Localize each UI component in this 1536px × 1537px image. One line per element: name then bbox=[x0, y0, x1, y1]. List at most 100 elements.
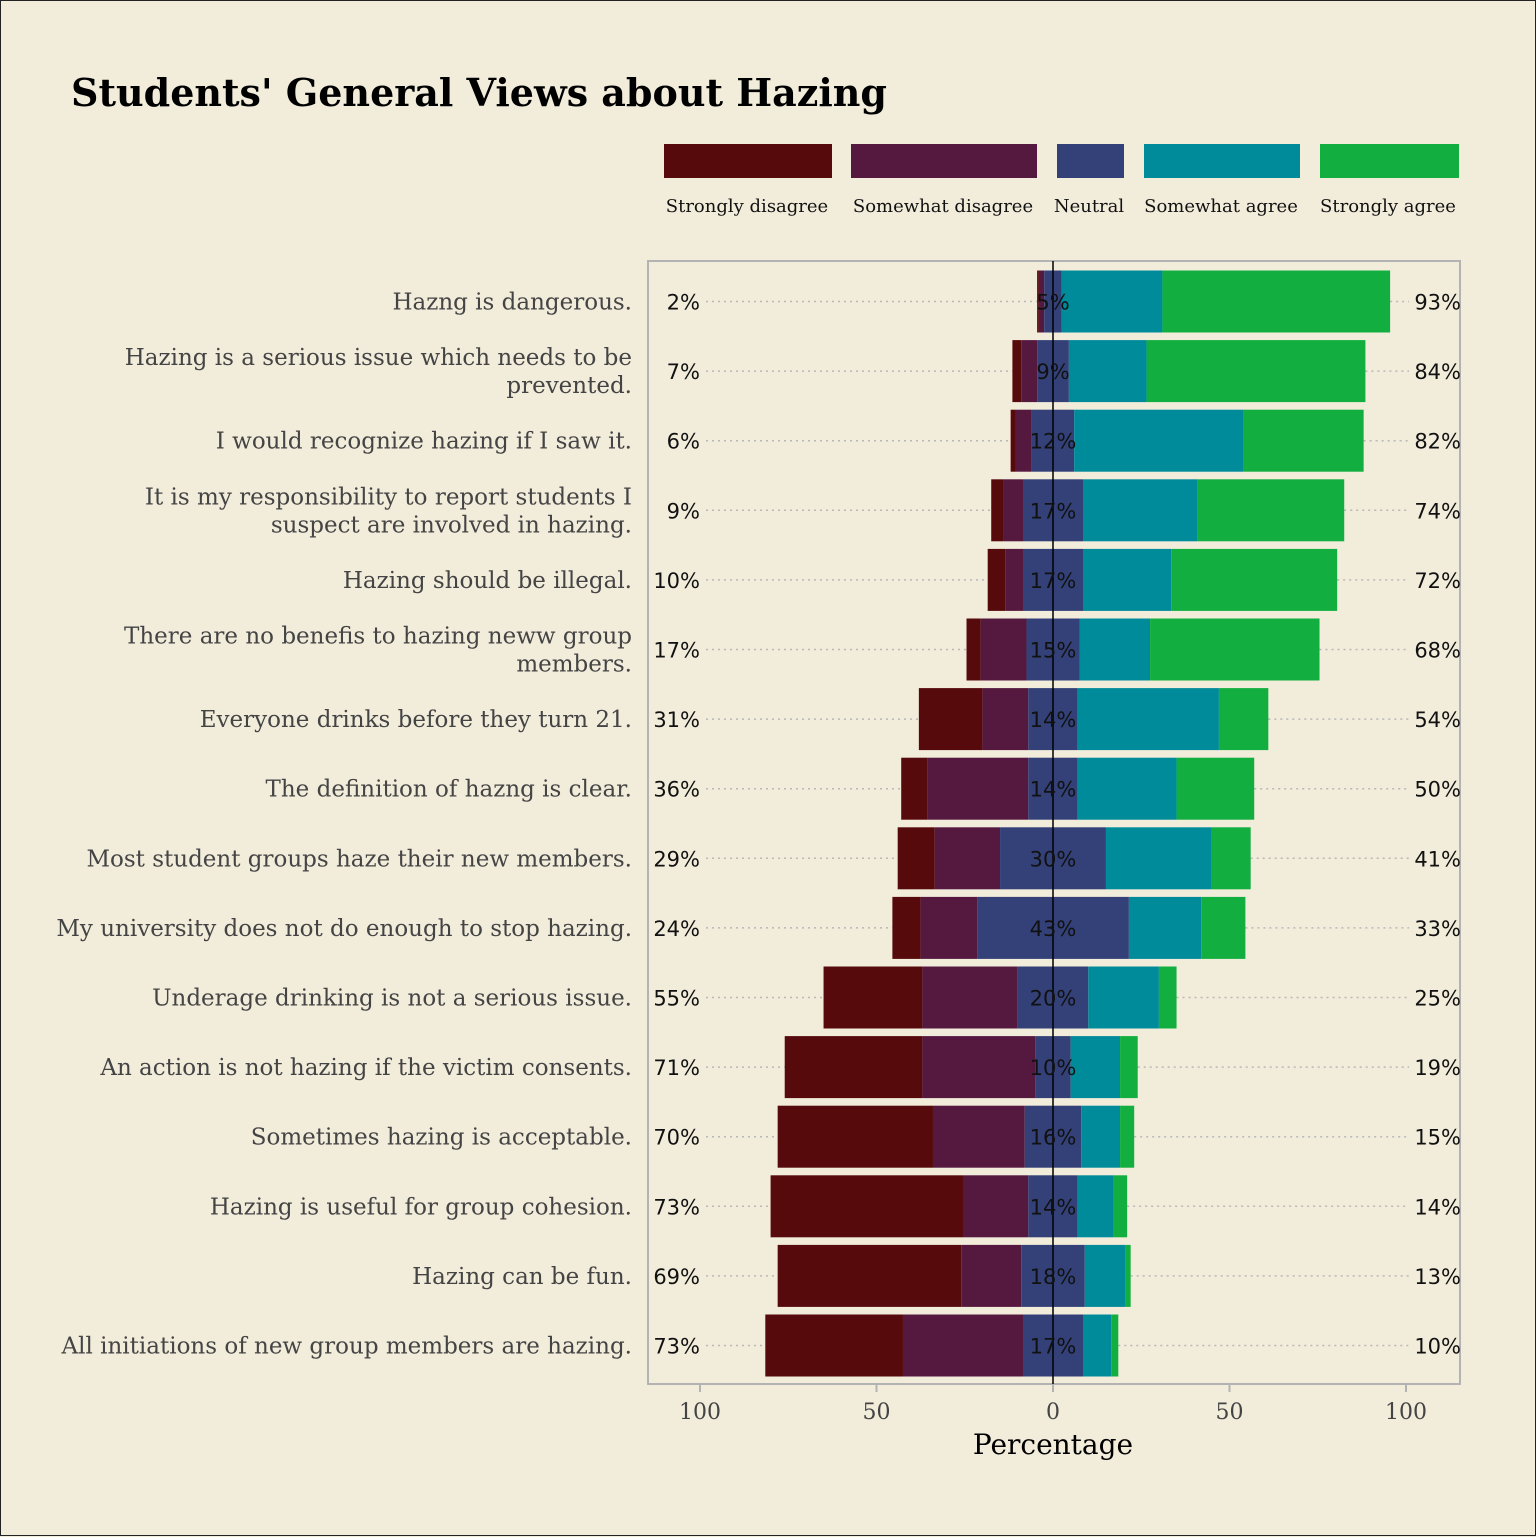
x-tick-label: 100 bbox=[679, 1400, 721, 1425]
bar-segment-strongly-disagree bbox=[765, 1314, 903, 1377]
row-9: Most student groups haze their new membe… bbox=[86, 827, 1461, 890]
bar-segment-somewhat-disagree bbox=[1021, 340, 1038, 403]
bar-segment-somewhat-disagree bbox=[1038, 270, 1045, 333]
bar-segment-strongly-disagree bbox=[991, 479, 1004, 542]
bar-segment-somewhat-agree bbox=[1077, 757, 1177, 820]
row-15: Hazing can be fun. 69% 13% bbox=[412, 1244, 1461, 1307]
legend-swatch-strongly-disagree bbox=[664, 144, 832, 178]
neutral-label: 18% bbox=[1030, 1265, 1077, 1289]
row-14: Hazing is useful for group cohesion. 73% 1… bbox=[210, 1175, 1461, 1238]
left-total-label: 17% bbox=[653, 639, 700, 663]
bar-segment-somewhat-disagree bbox=[980, 618, 1027, 681]
bar-segment-somewhat-disagree bbox=[982, 688, 1029, 751]
category-label: The definition of hazng is clear. bbox=[266, 777, 632, 803]
legend-label-somewhat-disagree: Somewhat disagree bbox=[853, 196, 1033, 217]
bar-segment-somewhat-disagree bbox=[1005, 548, 1023, 611]
right-total-label: 82% bbox=[1414, 430, 1461, 454]
row-16: All initiations of new group members are… bbox=[61, 1314, 1461, 1377]
bar-segment-somewhat-agree bbox=[1061, 270, 1163, 333]
bar-segment-somewhat-agree bbox=[1070, 1036, 1121, 1099]
bar-segment-strongly-agree bbox=[1162, 270, 1391, 333]
left-total-label: 9% bbox=[667, 499, 700, 523]
bar-segment-strongly-disagree bbox=[892, 896, 921, 959]
bar-segment-somewhat-agree bbox=[1077, 688, 1219, 751]
bar-segment-strongly-agree bbox=[1146, 340, 1366, 403]
bar-segment-somewhat-disagree bbox=[920, 896, 978, 959]
legend-swatch-somewhat-disagree bbox=[851, 144, 1037, 178]
bar-segment-strongly-disagree bbox=[823, 966, 923, 1029]
bar-segment-strongly-disagree bbox=[897, 827, 935, 890]
bar-segment-strongly-agree bbox=[1171, 548, 1338, 611]
bar-segment-strongly-disagree bbox=[966, 618, 981, 681]
bar-segment-strongly-disagree bbox=[1037, 270, 1039, 333]
left-total-label: 69% bbox=[653, 1265, 700, 1289]
bar-segment-somewhat-agree bbox=[1105, 827, 1212, 890]
legend-swatch-strongly-agree bbox=[1320, 144, 1459, 178]
bar-segment-somewhat-disagree bbox=[922, 966, 1018, 1029]
bar-segment-strongly-agree bbox=[1243, 409, 1364, 472]
bar-segment-strongly-agree bbox=[1120, 1036, 1138, 1099]
right-total-label: 54% bbox=[1414, 708, 1461, 732]
bar-segment-somewhat-disagree bbox=[1003, 479, 1023, 542]
category-label: It is my responsibility to report studen… bbox=[145, 484, 632, 510]
left-total-label: 31% bbox=[653, 708, 700, 732]
x-tick-label: 50 bbox=[1216, 1400, 1244, 1425]
right-total-label: 93% bbox=[1414, 291, 1461, 315]
neutral-label: 17% bbox=[1030, 1335, 1077, 1359]
left-total-label: 29% bbox=[653, 847, 700, 871]
right-total-label: 15% bbox=[1414, 1126, 1461, 1150]
neutral-label: 5% bbox=[1036, 291, 1069, 315]
right-total-label: 19% bbox=[1414, 1056, 1461, 1080]
x-axis-title: Percentage bbox=[973, 1428, 1133, 1461]
row-12: An action is not hazing if the victim co… bbox=[99, 1036, 1461, 1099]
bar-segment-somewhat-disagree bbox=[1015, 409, 1032, 472]
bar-segment-somewhat-agree bbox=[1088, 966, 1159, 1029]
neutral-label: 30% bbox=[1030, 847, 1077, 871]
right-total-label: 50% bbox=[1414, 778, 1461, 802]
row-8: The definition of hazng is clear. 36% 50% bbox=[266, 757, 1461, 820]
bar-segment-somewhat-disagree bbox=[932, 1105, 1025, 1168]
bar-segment-somewhat-disagree bbox=[962, 1175, 1029, 1238]
bar-segment-somewhat-agree bbox=[1081, 1105, 1121, 1168]
legend-label-strongly-agree: Strongly agree bbox=[1320, 196, 1456, 217]
left-total-label: 55% bbox=[653, 987, 700, 1011]
x-tick-label: 100 bbox=[1385, 1400, 1427, 1425]
row-7: Everyone drinks before they turn 21. 31% 5… bbox=[200, 688, 1461, 751]
category-label: prevented. bbox=[506, 373, 632, 399]
category-label: An action is not hazing if the victim co… bbox=[99, 1055, 632, 1081]
right-total-label: 14% bbox=[1414, 1195, 1461, 1219]
left-total-label: 70% bbox=[653, 1126, 700, 1150]
row-3: I would recognize hazing if I saw it. 6% 8… bbox=[216, 409, 1461, 472]
neutral-label: 43% bbox=[1030, 917, 1077, 941]
bar-segment-strongly-disagree bbox=[987, 548, 1006, 611]
bar-segment-strongly-agree bbox=[1113, 1175, 1128, 1238]
neutral-label: 16% bbox=[1030, 1126, 1077, 1150]
left-total-label: 24% bbox=[653, 917, 700, 941]
bar-segment-somewhat-disagree bbox=[961, 1244, 1022, 1307]
row-11: Underage drinking is not a serious issue… bbox=[152, 966, 1461, 1029]
category-label: Hazng is dangerous. bbox=[392, 290, 632, 316]
legend-label-somewhat-agree: Somewhat agree bbox=[1144, 196, 1298, 217]
right-total-label: 41% bbox=[1414, 847, 1461, 871]
bar-segment-somewhat-disagree bbox=[927, 757, 1029, 820]
neutral-label: 9% bbox=[1036, 360, 1069, 384]
neutral-label: 17% bbox=[1030, 499, 1077, 523]
neutral-label: 17% bbox=[1030, 569, 1077, 593]
bar-segment-strongly-agree bbox=[1218, 688, 1269, 751]
neutral-label: 14% bbox=[1030, 1195, 1077, 1219]
row-4: It is my responsibility to report studen… bbox=[145, 479, 1461, 542]
category-label: members. bbox=[516, 652, 632, 678]
left-total-label: 71% bbox=[653, 1056, 700, 1080]
legend: Strongly disagree Somewhat disagree Neutra… bbox=[664, 144, 1459, 217]
row-13: Sometimes hazing is acceptable. 70% 15% bbox=[251, 1105, 1461, 1168]
category-label: suspect are involved in hazing. bbox=[271, 512, 632, 538]
neutral-labels: 5% 9% 12% 17% 17% 15% 14% 14% 30% 43% 20% 10% 16% 14%… bbox=[1030, 291, 1077, 1359]
bar-segment-somewhat-agree bbox=[1079, 618, 1151, 681]
bar-segment-strongly-agree bbox=[1197, 479, 1345, 542]
bar-segment-strongly-agree bbox=[1125, 1244, 1131, 1307]
left-total-label: 73% bbox=[653, 1195, 700, 1219]
category-label: Everyone drinks before they turn 21. bbox=[200, 707, 632, 733]
legend-swatch-neutral bbox=[1057, 144, 1124, 178]
